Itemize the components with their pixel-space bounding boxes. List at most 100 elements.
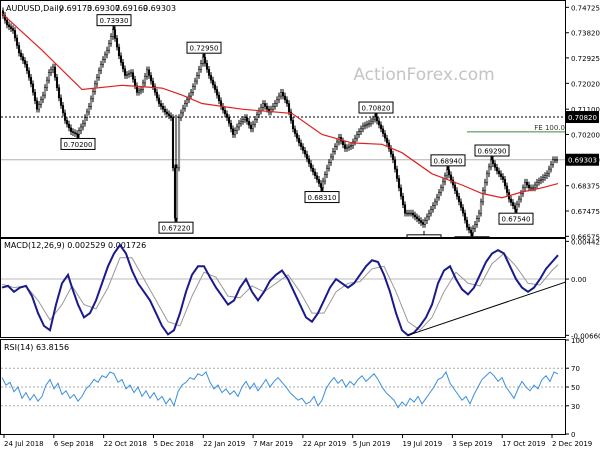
candle-body bbox=[165, 111, 169, 115]
candle-body bbox=[341, 140, 345, 146]
candle-body bbox=[131, 72, 135, 80]
candle-body bbox=[203, 56, 207, 64]
candle-body bbox=[369, 120, 373, 124]
xtick-label: 7 Mar 2019 bbox=[253, 440, 293, 448]
candle-body bbox=[231, 128, 235, 135]
candle-body bbox=[101, 59, 105, 65]
candle-body bbox=[301, 146, 305, 151]
candle-body bbox=[11, 28, 15, 31]
candle-body bbox=[327, 162, 331, 169]
candle-body bbox=[367, 122, 371, 125]
price-ytick-label: 0.74725 bbox=[571, 4, 600, 12]
candle-body bbox=[405, 212, 409, 215]
rsi-line bbox=[1, 370, 559, 409]
candle-body bbox=[237, 122, 241, 128]
xtick-label: 6 Sep 2018 bbox=[54, 440, 94, 448]
candle-body bbox=[493, 163, 497, 168]
xtick-label: 22 Apr 2019 bbox=[303, 440, 346, 448]
price-ytick-label: 0.72020 bbox=[571, 80, 600, 88]
candle-body bbox=[519, 193, 523, 200]
candle-body bbox=[461, 207, 465, 214]
candle-body bbox=[155, 92, 159, 99]
candle-body bbox=[541, 177, 545, 180]
candle-body bbox=[399, 187, 403, 197]
candle-body bbox=[441, 181, 445, 189]
candle-body bbox=[545, 173, 549, 176]
candle-body bbox=[451, 179, 455, 186]
candle-body bbox=[189, 92, 193, 97]
candle-body bbox=[181, 107, 185, 114]
candle-body bbox=[69, 127, 73, 132]
pivot-low-box bbox=[304, 191, 340, 204]
candle-body bbox=[435, 196, 439, 203]
candle-body bbox=[539, 179, 543, 182]
candle-body bbox=[513, 205, 517, 210]
candle-body bbox=[349, 145, 353, 147]
candle-body bbox=[161, 106, 165, 110]
candle-body bbox=[219, 100, 223, 107]
rsi-ytick-label: 100 bbox=[571, 337, 584, 345]
price-level-badge-label: 0.70820 bbox=[568, 114, 597, 122]
candle-body bbox=[419, 220, 423, 223]
pivot-high-box bbox=[474, 144, 510, 157]
candle-body bbox=[295, 133, 299, 139]
macd-line bbox=[1, 243, 559, 337]
pivot-high-label: 0.72950 bbox=[190, 45, 219, 53]
price-level-badge-label: 0.69303 bbox=[568, 157, 597, 165]
candle-body bbox=[143, 76, 147, 84]
candle-body bbox=[51, 66, 55, 71]
candle-body bbox=[263, 103, 267, 107]
candle-body bbox=[33, 92, 37, 101]
candle-body bbox=[147, 69, 151, 76]
candle-body bbox=[489, 159, 493, 168]
candle-body bbox=[57, 87, 61, 99]
candle-body bbox=[97, 70, 101, 78]
candle-body bbox=[253, 119, 257, 125]
candle-body bbox=[365, 123, 369, 126]
candle-body bbox=[383, 133, 387, 139]
candle-body bbox=[37, 104, 41, 110]
candle-body bbox=[425, 216, 429, 221]
candle-body bbox=[211, 79, 215, 86]
candle-body bbox=[83, 117, 87, 124]
candle-body bbox=[49, 69, 53, 73]
candle-body bbox=[525, 181, 529, 186]
rsi-ytick-label: 0 bbox=[571, 431, 575, 439]
price-ytick-label: 0.67475 bbox=[571, 208, 600, 216]
candle-body bbox=[89, 98, 93, 107]
candle-body bbox=[43, 87, 47, 96]
candle-body bbox=[481, 190, 485, 203]
candle-body bbox=[447, 169, 451, 176]
price-ytick-label: 0.73820 bbox=[571, 30, 600, 38]
candle-body bbox=[477, 212, 481, 219]
xtick-label: 5 Dec 2018 bbox=[153, 440, 193, 448]
candle-body bbox=[315, 175, 319, 180]
candle-body bbox=[201, 56, 205, 64]
candle-body bbox=[305, 153, 309, 160]
candle-body bbox=[79, 126, 83, 131]
candle-body bbox=[159, 103, 163, 107]
candle-body bbox=[499, 173, 503, 177]
candle-body bbox=[421, 222, 425, 225]
candle-body bbox=[123, 68, 127, 76]
candle-body bbox=[319, 183, 323, 188]
candle-body bbox=[137, 90, 141, 93]
candle-body bbox=[389, 148, 393, 155]
candle-body bbox=[139, 89, 143, 92]
candle-body bbox=[491, 159, 495, 164]
xtick-label: 3 Sep 2019 bbox=[452, 440, 492, 448]
candle-body bbox=[523, 181, 527, 189]
candle-body bbox=[271, 106, 275, 110]
candle-body bbox=[335, 141, 339, 147]
pivot-low-box bbox=[60, 137, 96, 150]
candle-body bbox=[103, 54, 107, 60]
price-title: AUDUSD,Daily bbox=[6, 4, 64, 13]
pivot-high-label: 0.73930 bbox=[100, 17, 129, 25]
candle-body bbox=[261, 103, 265, 108]
candle-body bbox=[355, 134, 359, 139]
candle-body bbox=[273, 103, 277, 107]
candle-body bbox=[329, 156, 333, 163]
candle-body bbox=[429, 209, 433, 214]
candle-body bbox=[483, 181, 487, 191]
candle-body bbox=[323, 174, 327, 182]
